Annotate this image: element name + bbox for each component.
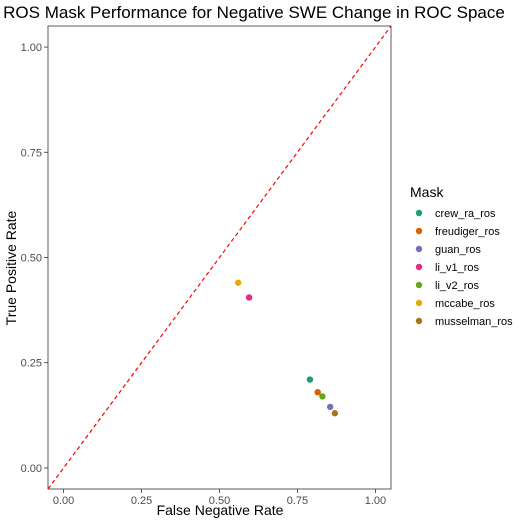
y-axis: 0.00 0.25 0.50 0.75 1.00	[21, 42, 48, 475]
data-points	[235, 279, 339, 417]
legend-swatch-musselman-ros	[415, 317, 423, 325]
data-point-li-v1-ros	[245, 294, 253, 301]
chart-title: ROS Mask Performance for Negative SWE Ch…	[3, 3, 505, 22]
legend-swatch-guan-ros	[415, 245, 423, 253]
data-point-crew-ra-ros	[306, 376, 314, 383]
x-axis: 0.00 0.25 0.50 0.75 1.00	[53, 489, 386, 507]
y-tick-label: 0.25	[21, 358, 42, 370]
legend-items: crew_ra_ros freudiger_ros guan_ros li_v1_ro…	[415, 208, 513, 328]
diagonal-reference-line	[47, 25, 392, 490]
legend-label-mccabe-ros: mccabe_ros	[435, 298, 495, 310]
plot-area	[47, 25, 392, 490]
y-axis-title: True Positive Rate	[3, 210, 19, 325]
legend-label-musselman-ros: musselman_ros	[435, 316, 513, 328]
data-point-li-v2-ros	[319, 393, 326, 400]
x-tick-label: 0.00	[53, 495, 74, 507]
data-point-musselman-ros	[331, 410, 339, 417]
legend-label-guan-ros: guan_ros	[435, 244, 481, 256]
x-tick-label: 0.75	[287, 495, 308, 507]
x-tick-label: 1.00	[365, 495, 386, 507]
legend-label-li-v2-ros: li_v2_ros	[435, 280, 480, 292]
data-point-mccabe-ros	[235, 279, 242, 286]
y-tick-label: 0.75	[21, 147, 42, 159]
legend-swatch-mccabe-ros	[415, 299, 423, 307]
y-tick-label: 1.00	[21, 42, 42, 54]
legend-label-li-v1-ros: li_v1_ros	[435, 262, 480, 274]
legend-swatch-freudiger-ros	[415, 227, 423, 235]
legend-swatch-li-v2-ros	[415, 281, 423, 289]
data-point-guan-ros	[326, 403, 334, 411]
x-axis-title: False Negative Rate	[157, 502, 284, 518]
x-tick-label: 0.50	[209, 495, 230, 507]
y-tick-label: 0.00	[21, 463, 42, 475]
legend-label-freudiger-ros: freudiger_ros	[435, 226, 500, 238]
legend-swatch-li-v1-ros	[415, 263, 423, 271]
legend-label-crew-ra-ros: crew_ra_ros	[435, 208, 496, 220]
legend-title: Mask	[410, 184, 444, 200]
y-tick-label: 0.50	[21, 253, 42, 265]
legend: Mask crew_ra_ros freudiger_ros guan_ros li_…	[410, 184, 513, 328]
x-tick-label: 0.25	[131, 495, 152, 507]
legend-swatch-crew-ra-ros	[415, 209, 423, 217]
data-point-freudiger-ros	[314, 388, 321, 396]
